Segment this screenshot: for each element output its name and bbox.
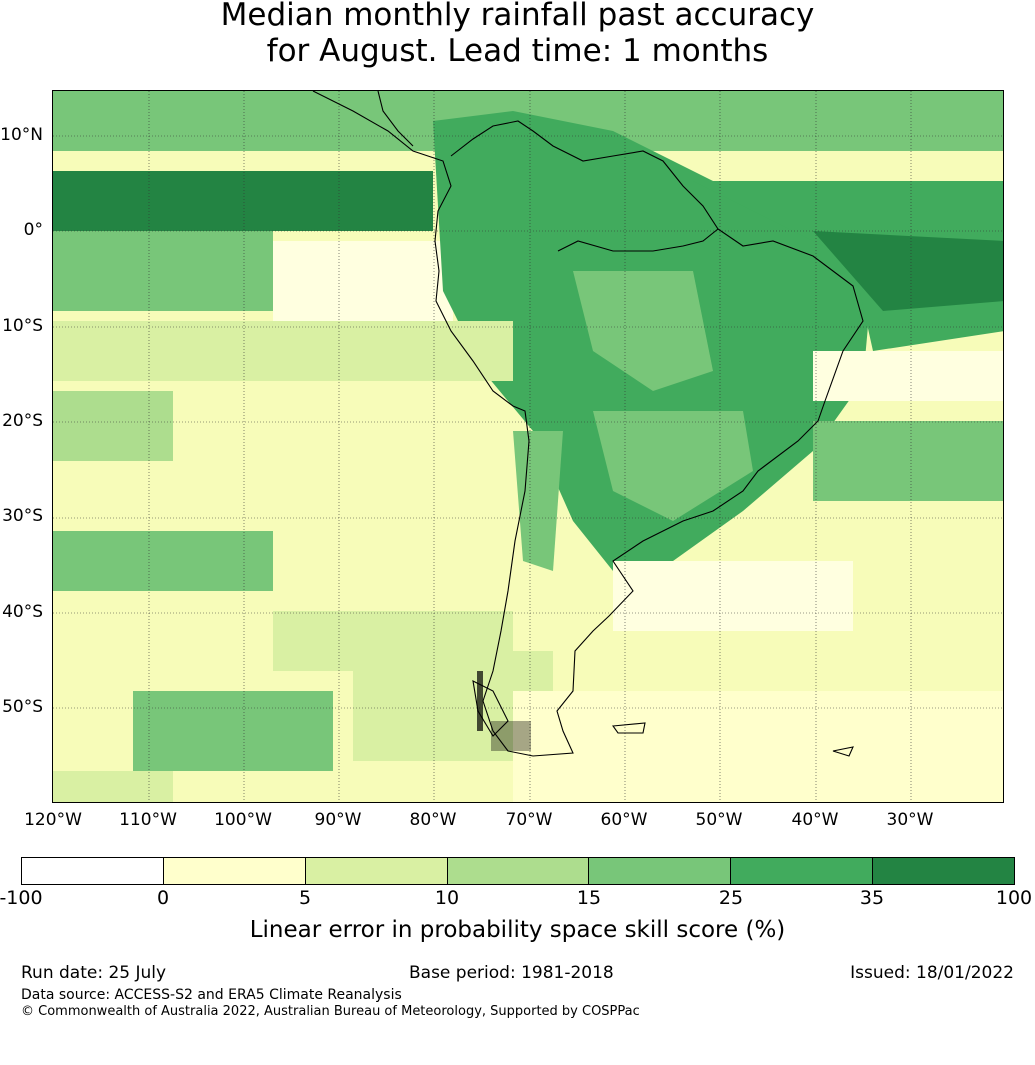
lon-label-30w: 30°W xyxy=(886,810,934,830)
lat-label-10n: 10°N xyxy=(0,125,43,145)
lat-label-50s: 50°S xyxy=(2,697,43,717)
colorbar-tick: 10 xyxy=(434,887,460,909)
data-source: Data source: ACCESS-S2 and ERA5 Climate … xyxy=(21,987,402,1003)
colorbar-segment xyxy=(589,858,732,884)
lon-label-50w: 50°W xyxy=(695,810,743,830)
colorbar-tick: 0 xyxy=(156,887,170,909)
lat-label-40s: 40°S xyxy=(2,602,43,622)
colorbar-segment xyxy=(873,858,1015,884)
lon-label-90w: 90°W xyxy=(314,810,362,830)
lon-label-120w: 120°W xyxy=(24,810,82,830)
lat-label-0: 0° xyxy=(23,220,43,240)
colorbar-tick: 5 xyxy=(298,887,312,909)
colorbar-tick: 100 xyxy=(995,887,1033,909)
lat-label-20s: 20°S xyxy=(2,411,43,431)
lat-label-10s: 10°S xyxy=(2,316,43,336)
colorbar-tick: 25 xyxy=(718,887,744,909)
lon-label-110w: 110°W xyxy=(119,810,177,830)
colorbar-tick: -100 xyxy=(0,887,43,909)
skill-field-layer xyxy=(53,91,1003,802)
colorbar-segment xyxy=(731,858,874,884)
map-title-line-2: for August. Lead time: 1 months xyxy=(266,33,769,69)
run-date: Run date: 25 July xyxy=(21,963,167,983)
colorbar-segment xyxy=(305,858,448,884)
lon-label-80w: 80°W xyxy=(409,810,457,830)
colorbar-segment xyxy=(22,858,164,884)
colorbar-tick: 35 xyxy=(859,887,885,909)
lon-label-70w: 70°W xyxy=(505,810,553,830)
graticule xyxy=(53,91,1003,802)
map-title-line-1: Median monthly rainfall past accuracy xyxy=(220,0,815,33)
lon-label-60w: 60°W xyxy=(600,810,648,830)
colorbar-label: Linear error in probability space skill … xyxy=(249,917,786,943)
lon-label-100w: 100°W xyxy=(214,810,272,830)
base-period: Base period: 1981-2018 xyxy=(409,963,614,983)
copyright-notice: © Commonwealth of Australia 2022, Austra… xyxy=(21,1004,640,1019)
lon-label-40w: 40°W xyxy=(791,810,839,830)
fjord-coast xyxy=(477,671,531,751)
colorbar xyxy=(21,857,1015,885)
issued-date: Issued: 18/01/2022 xyxy=(850,963,1014,983)
skill-score-map xyxy=(52,90,1004,803)
map-canvas xyxy=(53,91,1003,802)
colorbar-segment xyxy=(447,858,590,884)
colorbar-segment xyxy=(163,858,306,884)
colorbar-tick: 15 xyxy=(576,887,602,909)
lat-label-30s: 30°S xyxy=(2,506,43,526)
